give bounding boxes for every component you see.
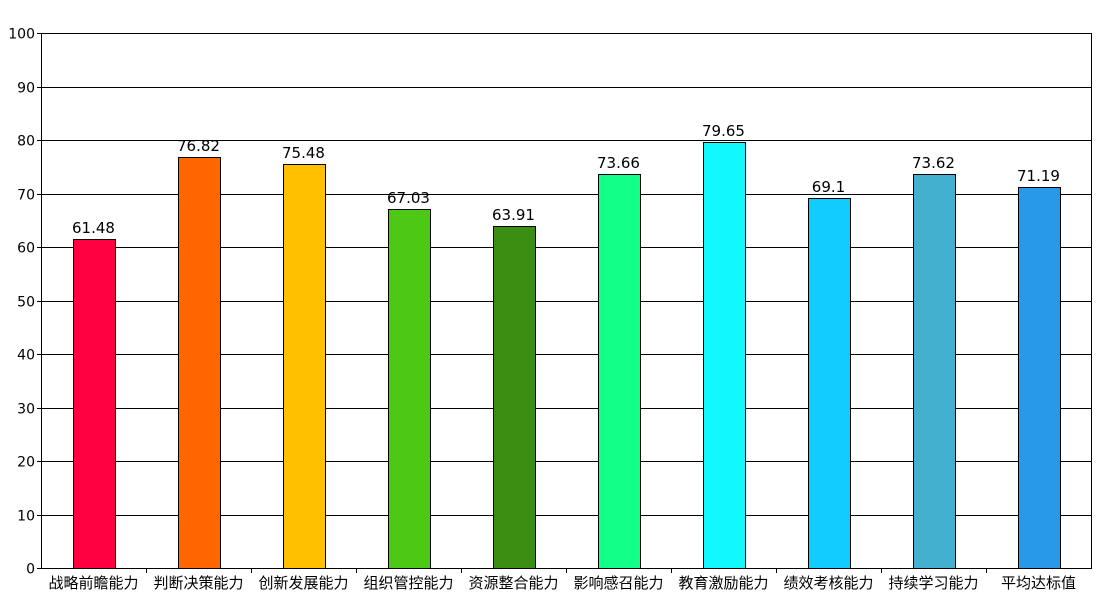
bar	[73, 239, 116, 569]
x-tick-label: 战略前瞻能力	[48, 574, 138, 592]
y-tick-label: 60	[17, 241, 35, 257]
y-tick-label: 30	[17, 402, 35, 418]
x-tick-label: 平均达标值	[1001, 574, 1076, 592]
x-tick-label: 影响感召能力	[573, 574, 663, 592]
bar	[388, 209, 431, 569]
y-tick-label: 50	[17, 295, 35, 311]
data-label: 67.03	[387, 189, 430, 207]
bar	[283, 164, 326, 569]
y-tick-label: 40	[17, 348, 35, 364]
bar	[493, 226, 536, 569]
x-tick-label: 绩效考核能力	[783, 574, 873, 592]
data-label: 75.48	[282, 144, 325, 162]
y-tick-label: 90	[17, 81, 35, 97]
y-tick-label: 70	[17, 188, 35, 204]
x-tick-label: 资源整合能力	[468, 574, 558, 592]
bars	[73, 142, 1061, 569]
axes: 0 10 20 30 40 50 60 70 80 90 100 战略前瞻能力 判断决策能力 创新发展能力…	[8, 27, 1092, 592]
y-tick-label: 20	[17, 455, 35, 471]
data-label: 61.48	[72, 219, 115, 237]
x-tick-label: 判断决策能力	[153, 574, 243, 592]
y-tick-label: 100	[8, 27, 35, 43]
data-label: 63.91	[492, 206, 535, 224]
x-tick-label: 组织管控能力	[363, 574, 453, 592]
data-label: 69.1	[812, 178, 845, 196]
data-label: 73.66	[597, 154, 640, 172]
bar	[808, 198, 851, 569]
x-tick-label: 持续学习能力	[888, 574, 978, 592]
data-label: 71.19	[1017, 167, 1060, 185]
bar	[913, 174, 956, 569]
x-tick-label: 教育激励能力	[678, 574, 768, 592]
x-tick-label: 创新发展能力	[258, 574, 348, 592]
data-label: 79.65	[702, 122, 745, 140]
y-tick-label: 10	[17, 509, 35, 525]
bar	[1018, 187, 1061, 569]
bar	[178, 157, 221, 569]
y-tick-label: 0	[26, 562, 35, 578]
y-tick-label: 80	[17, 134, 35, 150]
data-label: 76.82	[177, 137, 220, 155]
bar	[598, 174, 641, 569]
bar	[703, 142, 746, 569]
data-label: 73.62	[912, 154, 955, 172]
data-labels: 61.48 76.82 75.48 67.03 63.91 73.66 79.65 69.1 7…	[72, 122, 1060, 237]
